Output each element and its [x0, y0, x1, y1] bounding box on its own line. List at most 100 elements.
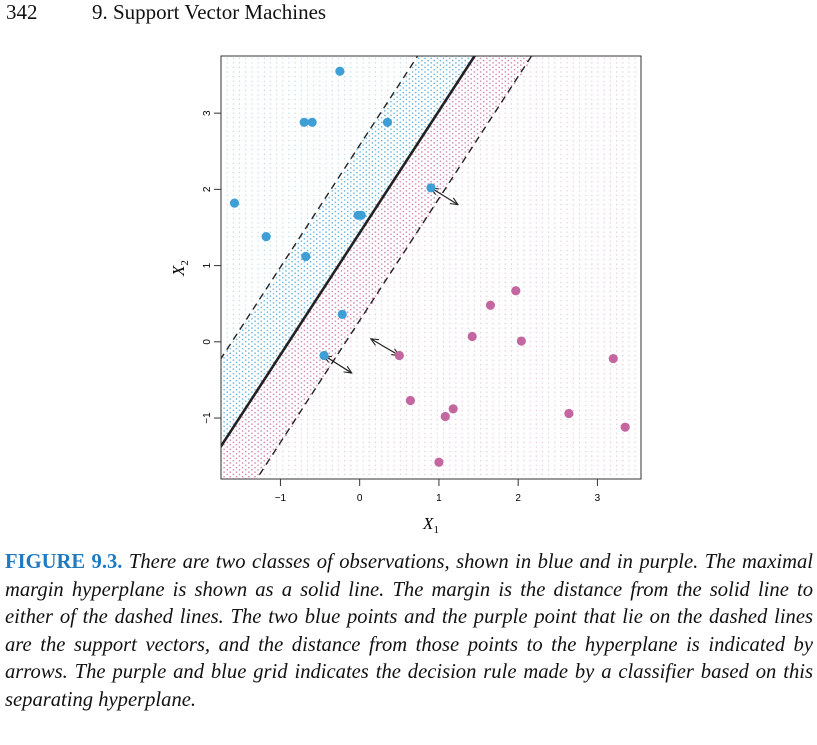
grid-dot	[393, 327, 395, 329]
grid-dot	[554, 354, 556, 357]
grid-dot	[603, 318, 605, 320]
grid-dot	[337, 405, 339, 407]
grid-dot	[535, 240, 537, 242]
grid-dot	[285, 352, 287, 355]
grid-dot	[226, 469, 229, 471]
grid-dot	[245, 290, 247, 293]
grid-dot	[297, 260, 300, 263]
grid-dot	[566, 437, 568, 439]
grid-dot	[480, 441, 482, 443]
grid-dot	[263, 295, 266, 297]
grid-dot	[634, 386, 636, 389]
grid-dot	[560, 322, 562, 325]
grid-dot	[498, 419, 500, 421]
grid-dot	[585, 231, 587, 233]
grid-dot	[260, 430, 263, 432]
grid-dot	[498, 249, 500, 251]
grid-dot	[328, 206, 331, 208]
grid-dot	[300, 340, 303, 343]
grid-dot	[523, 290, 525, 293]
grid-dot	[251, 377, 253, 380]
grid-dot	[331, 377, 333, 379]
grid-dot	[405, 327, 407, 329]
grid-dot	[238, 359, 241, 361]
grid-dot	[414, 228, 417, 231]
grid-dot	[418, 336, 420, 338]
grid-dot	[226, 423, 229, 425]
grid-dot	[269, 350, 272, 352]
grid-dot	[294, 327, 297, 329]
grid-dot	[238, 404, 241, 407]
grid-dot	[541, 231, 543, 233]
grid-dot	[257, 318, 259, 320]
grid-dot	[278, 324, 281, 327]
grid-dot	[535, 405, 537, 407]
grid-dot	[368, 309, 370, 311]
grid-dot	[572, 304, 574, 306]
grid-dot	[232, 295, 234, 297]
grid-dot	[232, 300, 234, 302]
grid-dot	[504, 304, 506, 306]
grid-dot	[260, 402, 263, 405]
grid-dot	[412, 268, 414, 270]
grid-dot	[269, 249, 271, 251]
grid-dot	[492, 437, 494, 439]
grid-dot	[603, 405, 605, 407]
grid-dot	[337, 272, 340, 275]
grid-dot	[238, 318, 241, 320]
grid-dot	[535, 460, 537, 462]
grid-dot	[374, 396, 377, 398]
grid-dot	[260, 324, 263, 327]
grid-dot	[628, 400, 630, 402]
grid-dot	[455, 249, 457, 251]
grid-dot	[226, 354, 229, 357]
grid-dot	[368, 299, 371, 302]
grid-dot	[609, 405, 611, 407]
grid-dot	[597, 405, 599, 407]
grid-dot	[486, 286, 488, 288]
grid-dot	[238, 254, 241, 256]
grid-dot	[603, 391, 605, 393]
grid-dot	[467, 432, 469, 434]
grid-dot	[312, 240, 315, 243]
grid-dot	[442, 272, 445, 274]
grid-dot	[603, 359, 605, 361]
grid-dot	[238, 446, 241, 448]
grid-dot	[411, 222, 414, 224]
grid-dot	[344, 437, 346, 439]
grid-dot	[504, 281, 506, 283]
grid-dot	[492, 368, 494, 370]
grid-dot	[399, 441, 401, 443]
grid-dot	[282, 217, 284, 219]
grid-dot	[523, 263, 525, 265]
grid-dot	[634, 400, 636, 402]
grid-dot	[275, 295, 278, 297]
grid-dot	[229, 398, 232, 400]
grid-dot	[381, 428, 383, 430]
grid-dot	[337, 286, 340, 288]
grid-dot	[260, 338, 263, 341]
grid-dot	[346, 260, 349, 263]
grid-dot	[232, 327, 234, 329]
grid-dot	[566, 469, 568, 471]
grid-dot	[548, 286, 550, 288]
grid-dot	[597, 377, 599, 379]
grid-dot	[412, 377, 414, 379]
grid-dot	[535, 254, 537, 256]
grid-dot	[350, 368, 352, 370]
grid-dot	[322, 256, 324, 259]
grid-dot	[297, 347, 300, 350]
grid-dot	[628, 240, 630, 242]
grid-dot	[319, 368, 321, 371]
grid-dot	[368, 327, 370, 329]
grid-dot	[597, 469, 599, 471]
grid-dot	[266, 347, 269, 350]
grid-dot	[396, 228, 399, 231]
grid-dot	[275, 386, 278, 389]
grid-dot	[473, 213, 475, 215]
grid-dot	[251, 217, 253, 219]
grid-dot	[291, 411, 293, 414]
grid-dot	[281, 290, 284, 293]
grid-dot	[383, 210, 386, 213]
grid-dot	[334, 265, 337, 268]
